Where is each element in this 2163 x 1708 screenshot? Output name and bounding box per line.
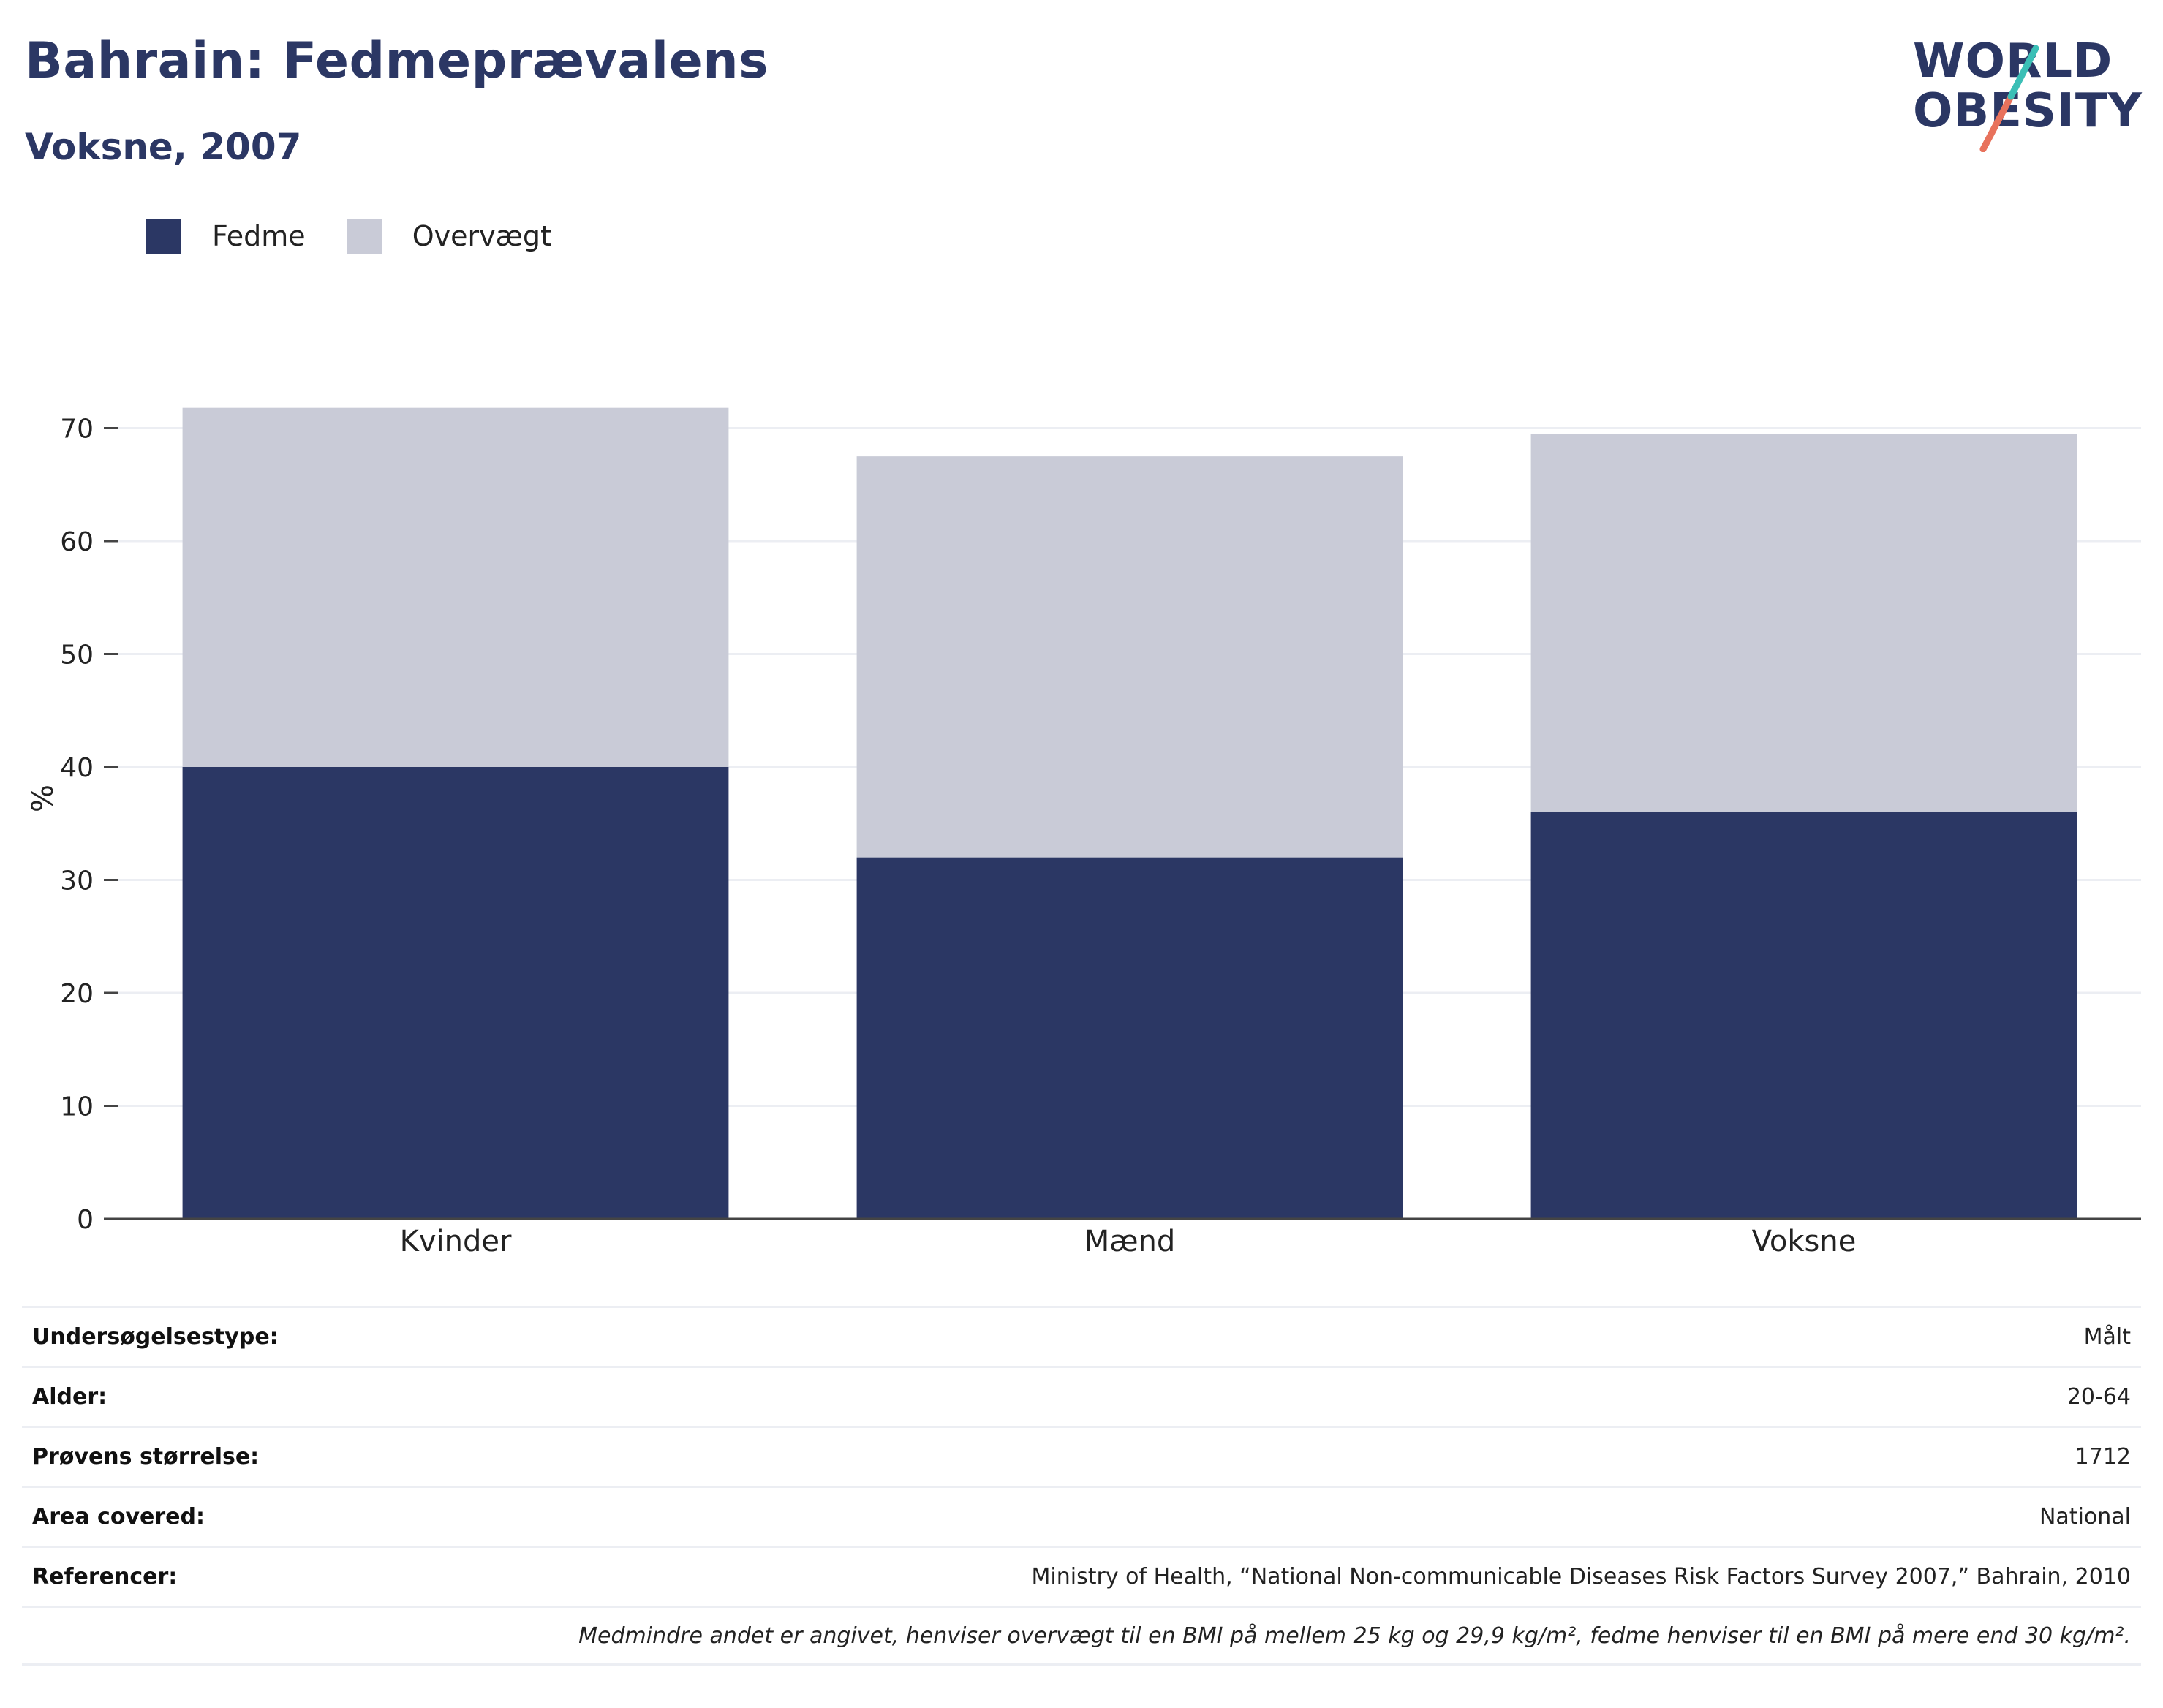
chart-title: Bahrain: Fedmeprævalens — [25, 32, 769, 90]
bar-obesity-2[interactable] — [1530, 812, 2077, 1219]
x-category-label: Mænd — [1084, 1225, 1176, 1258]
definition-note: Medmindre andet er angivet, henviser ove… — [22, 1606, 2141, 1666]
meta-row: Undersøgelsestype: Målt — [22, 1306, 2141, 1366]
chart-subtitle: Voksne, 2007 — [25, 126, 302, 168]
meta-row: Alder: 20-64 — [22, 1366, 2141, 1426]
world-obesity-logo: WORLD OBESITY — [1901, 20, 2150, 152]
meta-value: 20-64 — [2066, 1384, 2131, 1410]
bar-obesity-1[interactable] — [856, 857, 1403, 1219]
x-category-label: Voksne — [1752, 1225, 1857, 1258]
legend-item-overweight[interactable]: Overvægt — [346, 219, 551, 254]
legend-label-obesity: Fedme — [212, 220, 306, 252]
meta-value: Målt — [2083, 1324, 2131, 1350]
meta-value: Ministry of Health, “National Non-commun… — [1031, 1564, 2131, 1590]
logo-slash-icon — [1979, 45, 2039, 152]
x-category-label: Kvinder — [400, 1225, 512, 1258]
chart-legend: Fedme Overvægt — [146, 216, 592, 256]
meta-row: Area covered: National — [22, 1486, 2141, 1546]
meta-key: Area covered: — [32, 1504, 205, 1530]
meta-key: Referencer: — [32, 1564, 178, 1590]
meta-row: Referencer: Ministry of Health, “National… — [22, 1546, 2141, 1606]
legend-swatch-obesity — [146, 219, 181, 254]
y-tick-label: 0 — [77, 1205, 94, 1235]
bar-obesity-0[interactable] — [182, 767, 729, 1219]
y-tick-label: 70 — [60, 415, 94, 445]
meta-value: 1712 — [2075, 1444, 2131, 1470]
bar-overweight-2[interactable] — [1530, 434, 2077, 812]
meta-key: Alder: — [32, 1384, 107, 1410]
legend-label-overweight: Overvægt — [412, 220, 551, 252]
meta-key: Prøvens størrelse: — [32, 1444, 260, 1470]
logo-line-1: WORLD — [1913, 34, 2113, 88]
meta-value: National — [2039, 1504, 2131, 1530]
meta-key: Undersøgelsestype: — [32, 1324, 279, 1350]
stacked-bar-chart: 0 10 20 30 40 50 60 70 Kvinder Mænd Voksne % — [26, 407, 2141, 1258]
survey-details-table: Undersøgelsestype: Målt Alder: 20-64 Prøvens… — [22, 1306, 2141, 1666]
legend-item-obesity[interactable]: Fedme — [146, 219, 306, 254]
bars — [182, 407, 2077, 1219]
y-tick-label: 20 — [60, 979, 94, 1009]
y-tick-label: 40 — [60, 753, 94, 783]
y-axis-label: % — [26, 785, 60, 812]
y-tick-label: 60 — [60, 527, 94, 557]
y-tick-label: 50 — [60, 640, 94, 670]
legend-swatch-overweight — [346, 219, 382, 254]
y-tick-label: 10 — [60, 1092, 94, 1122]
axes: 0 10 20 30 40 50 60 70 Kvinder Mænd Voksne — [60, 415, 2141, 1258]
logo-line-2: OBESITY — [1913, 84, 2143, 138]
meta-row: Prøvens størrelse: 1712 — [22, 1426, 2141, 1486]
bar-overweight-1[interactable] — [856, 456, 1403, 858]
y-tick-label: 30 — [60, 866, 94, 896]
bar-overweight-0[interactable] — [182, 407, 729, 767]
